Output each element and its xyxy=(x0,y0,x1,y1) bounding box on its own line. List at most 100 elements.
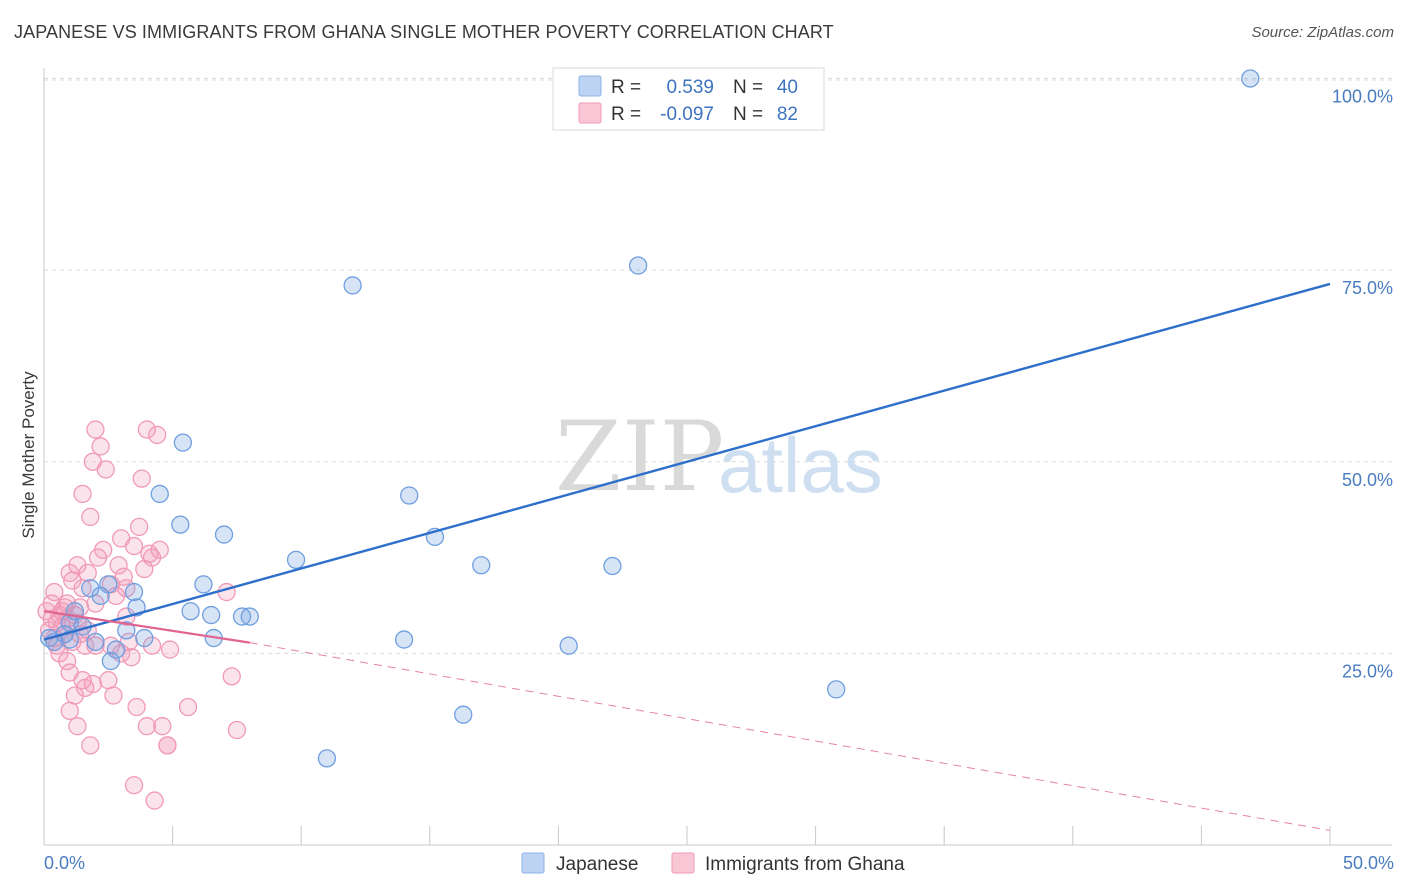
watermark-atlas: atlas xyxy=(718,421,883,509)
japanese-point-37 xyxy=(827,680,846,699)
ghana-point-44 xyxy=(99,671,118,690)
bottom-legend-swatch-japanese xyxy=(521,852,545,874)
legend-r-value-japanese: 0.539 xyxy=(666,77,714,98)
japanese-point-34 xyxy=(559,636,578,655)
ghana-point-61 xyxy=(137,420,157,439)
y-tick-label-25: 25.0% xyxy=(1342,661,1393,681)
japanese-point-25 xyxy=(240,607,259,626)
japanese-point-23 xyxy=(214,525,234,544)
japanese-point-26 xyxy=(286,550,306,570)
ghana-point-46 xyxy=(104,686,123,705)
legend-r-label-ghana: R = xyxy=(611,104,641,125)
japanese-point-35 xyxy=(603,556,622,576)
japanese-point-11 xyxy=(106,640,126,659)
japanese-point-10 xyxy=(101,651,121,671)
ghana-point-23 xyxy=(68,717,87,736)
japanese-point-38 xyxy=(1241,69,1260,88)
ghana-point-73 xyxy=(217,582,236,602)
ghana-point-81 xyxy=(57,594,77,613)
ghana-point-30 xyxy=(76,636,95,655)
japanese-point-30 xyxy=(400,486,419,505)
japanese-point-13 xyxy=(124,582,144,602)
legend-n-value-japanese: 40 xyxy=(777,77,798,98)
series-legend: Japanese Immigrants from Ghana xyxy=(521,852,905,875)
ghana-point-58 xyxy=(130,517,149,537)
japanese-point-28 xyxy=(343,276,362,295)
ghana-point-34 xyxy=(81,736,100,755)
japanese-point-27 xyxy=(317,749,337,768)
legend-n-label-japanese: N = xyxy=(733,77,763,98)
ghana-point-59 xyxy=(132,469,151,488)
bottom-legend-label-ghana: Immigrants from Ghana xyxy=(705,854,905,875)
legend-r-label-japanese: R = xyxy=(611,77,641,98)
ghana-point-68 xyxy=(153,717,172,736)
ghana-point-42 xyxy=(94,540,113,560)
japanese-point-20 xyxy=(194,575,213,594)
axes xyxy=(43,68,1392,846)
ghana-point-54 xyxy=(122,648,141,667)
ghana-point-9 xyxy=(50,644,69,663)
japanese-points xyxy=(39,69,1260,768)
chart-title: JAPANESE VS IMMIGRANTS FROM GHANA SINGLE… xyxy=(14,22,834,42)
y-tick-label-100: 100.0% xyxy=(1332,87,1393,107)
trend-lines xyxy=(43,282,1331,831)
legend-n-label-ghana: N = xyxy=(733,104,763,125)
ghana-point-43 xyxy=(96,460,115,479)
ghana-point-75 xyxy=(227,720,247,740)
japanese-point-7 xyxy=(86,632,105,652)
y-tick-labels: 25.0% 50.0% 75.0% 100.0% xyxy=(1332,87,1393,682)
ghana-point-28 xyxy=(73,484,92,504)
japanese-point-9 xyxy=(99,575,118,594)
japanese-point-19 xyxy=(181,602,200,621)
japanese-point-18 xyxy=(173,433,193,452)
japanese-point-17 xyxy=(171,515,190,534)
japanese-point-12 xyxy=(117,621,136,640)
ghana-point-41 xyxy=(91,437,110,456)
y-tick-label-50: 50.0% xyxy=(1342,470,1393,490)
x-tick-label-min: 0.0% xyxy=(44,853,85,873)
grid-lines xyxy=(44,78,1392,654)
ghana-point-33 xyxy=(81,507,100,527)
legend-swatch-japanese xyxy=(578,75,602,97)
legend-n-value-ghana: 82 xyxy=(777,104,798,125)
watermark: ZIP atlas xyxy=(555,401,883,513)
ghana-point-36 xyxy=(83,674,103,694)
ghana-trend-extension xyxy=(249,642,1331,831)
japanese-point-15 xyxy=(135,628,154,648)
japanese-point-21 xyxy=(202,605,221,625)
ghana-point-13 xyxy=(57,651,77,671)
ghana-point-5 xyxy=(45,582,64,602)
japanese-point-36 xyxy=(628,256,648,275)
japanese-trend-line xyxy=(43,282,1331,641)
japanese-point-29 xyxy=(394,630,414,649)
bottom-legend-swatch-ghana xyxy=(671,852,695,874)
ghana-point-32 xyxy=(78,563,97,583)
legend-r-value-ghana: -0.097 xyxy=(660,104,714,125)
watermark-zip: ZIP xyxy=(555,401,724,513)
ghana-point-57 xyxy=(127,697,146,717)
bottom-legend-label-japanese: Japanese xyxy=(556,854,638,875)
ghana-point-70 xyxy=(158,736,177,755)
ghana-point-72 xyxy=(178,697,198,717)
ghana-point-62 xyxy=(137,717,157,736)
ghana-point-71 xyxy=(160,640,180,659)
source-label: Source: ZipAtlas.com xyxy=(1251,24,1394,41)
ghana-point-37 xyxy=(86,420,105,439)
ghana-point-48 xyxy=(109,556,128,575)
ghana-point-74 xyxy=(222,667,241,686)
y-axis-label: Single Mother Poverty xyxy=(19,371,38,539)
japanese-point-24 xyxy=(232,607,252,626)
legend-swatch-ghana xyxy=(578,102,602,124)
ghana-point-65 xyxy=(145,791,164,810)
japanese-point-33 xyxy=(472,556,491,575)
stats-legend: R = 0.539 N = 40 R = -0.097 N = 82 xyxy=(552,67,825,131)
japanese-point-16 xyxy=(150,484,169,504)
ghana-trend-line xyxy=(43,610,250,644)
ghana-point-66 xyxy=(148,425,167,445)
ghana-point-67 xyxy=(150,540,169,560)
ghana-point-17 xyxy=(60,701,79,721)
ghana-point-55 xyxy=(124,536,144,556)
ghana-point-64 xyxy=(142,548,162,567)
ghana-point-76 xyxy=(142,636,162,655)
